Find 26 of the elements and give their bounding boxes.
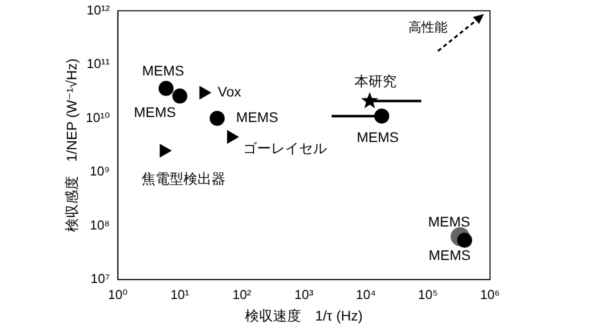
annotation: MEMS <box>428 247 471 264</box>
x-tick-label: 10² <box>232 286 252 302</box>
x-tick-label: 10⁶ <box>480 286 500 302</box>
y-tick-label: 10¹⁰ <box>86 110 110 125</box>
x-tick-label: 10⁴ <box>356 286 376 302</box>
y-tick-label: 10¹¹ <box>86 56 110 72</box>
y-tick-label: 10⁷ <box>90 271 110 286</box>
x-tick-label: 10¹ <box>170 286 190 302</box>
y-tick-label: 10⁹ <box>90 164 110 179</box>
annotation: ゴーレイセル <box>243 140 328 156</box>
annotation: 焦電型検出器 <box>142 170 226 187</box>
annotation: 本研究 <box>354 72 397 89</box>
x-tick-label: 10⁰ <box>108 286 128 302</box>
x-axis-title: 検収速度 1/τ (Hz) <box>245 307 363 324</box>
annotation: MEMS <box>142 62 184 78</box>
y-axis-title: 検収感度 1/NEP (W⁻¹√Hz) <box>63 58 80 232</box>
annotation: MEMS <box>134 104 176 120</box>
y-tick-label: 10¹² <box>86 2 110 18</box>
annotation: MEMS <box>236 109 278 126</box>
annotation: MEMS <box>428 213 470 230</box>
annotation: MEMS <box>356 128 399 145</box>
y-tick-label: 10⁸ <box>90 217 110 232</box>
x-tick-label: 10⁵ <box>418 286 438 302</box>
annotation: Vox <box>218 84 242 100</box>
annotation: 高性能 <box>408 19 448 34</box>
x-tick-label: 10³ <box>294 286 314 302</box>
